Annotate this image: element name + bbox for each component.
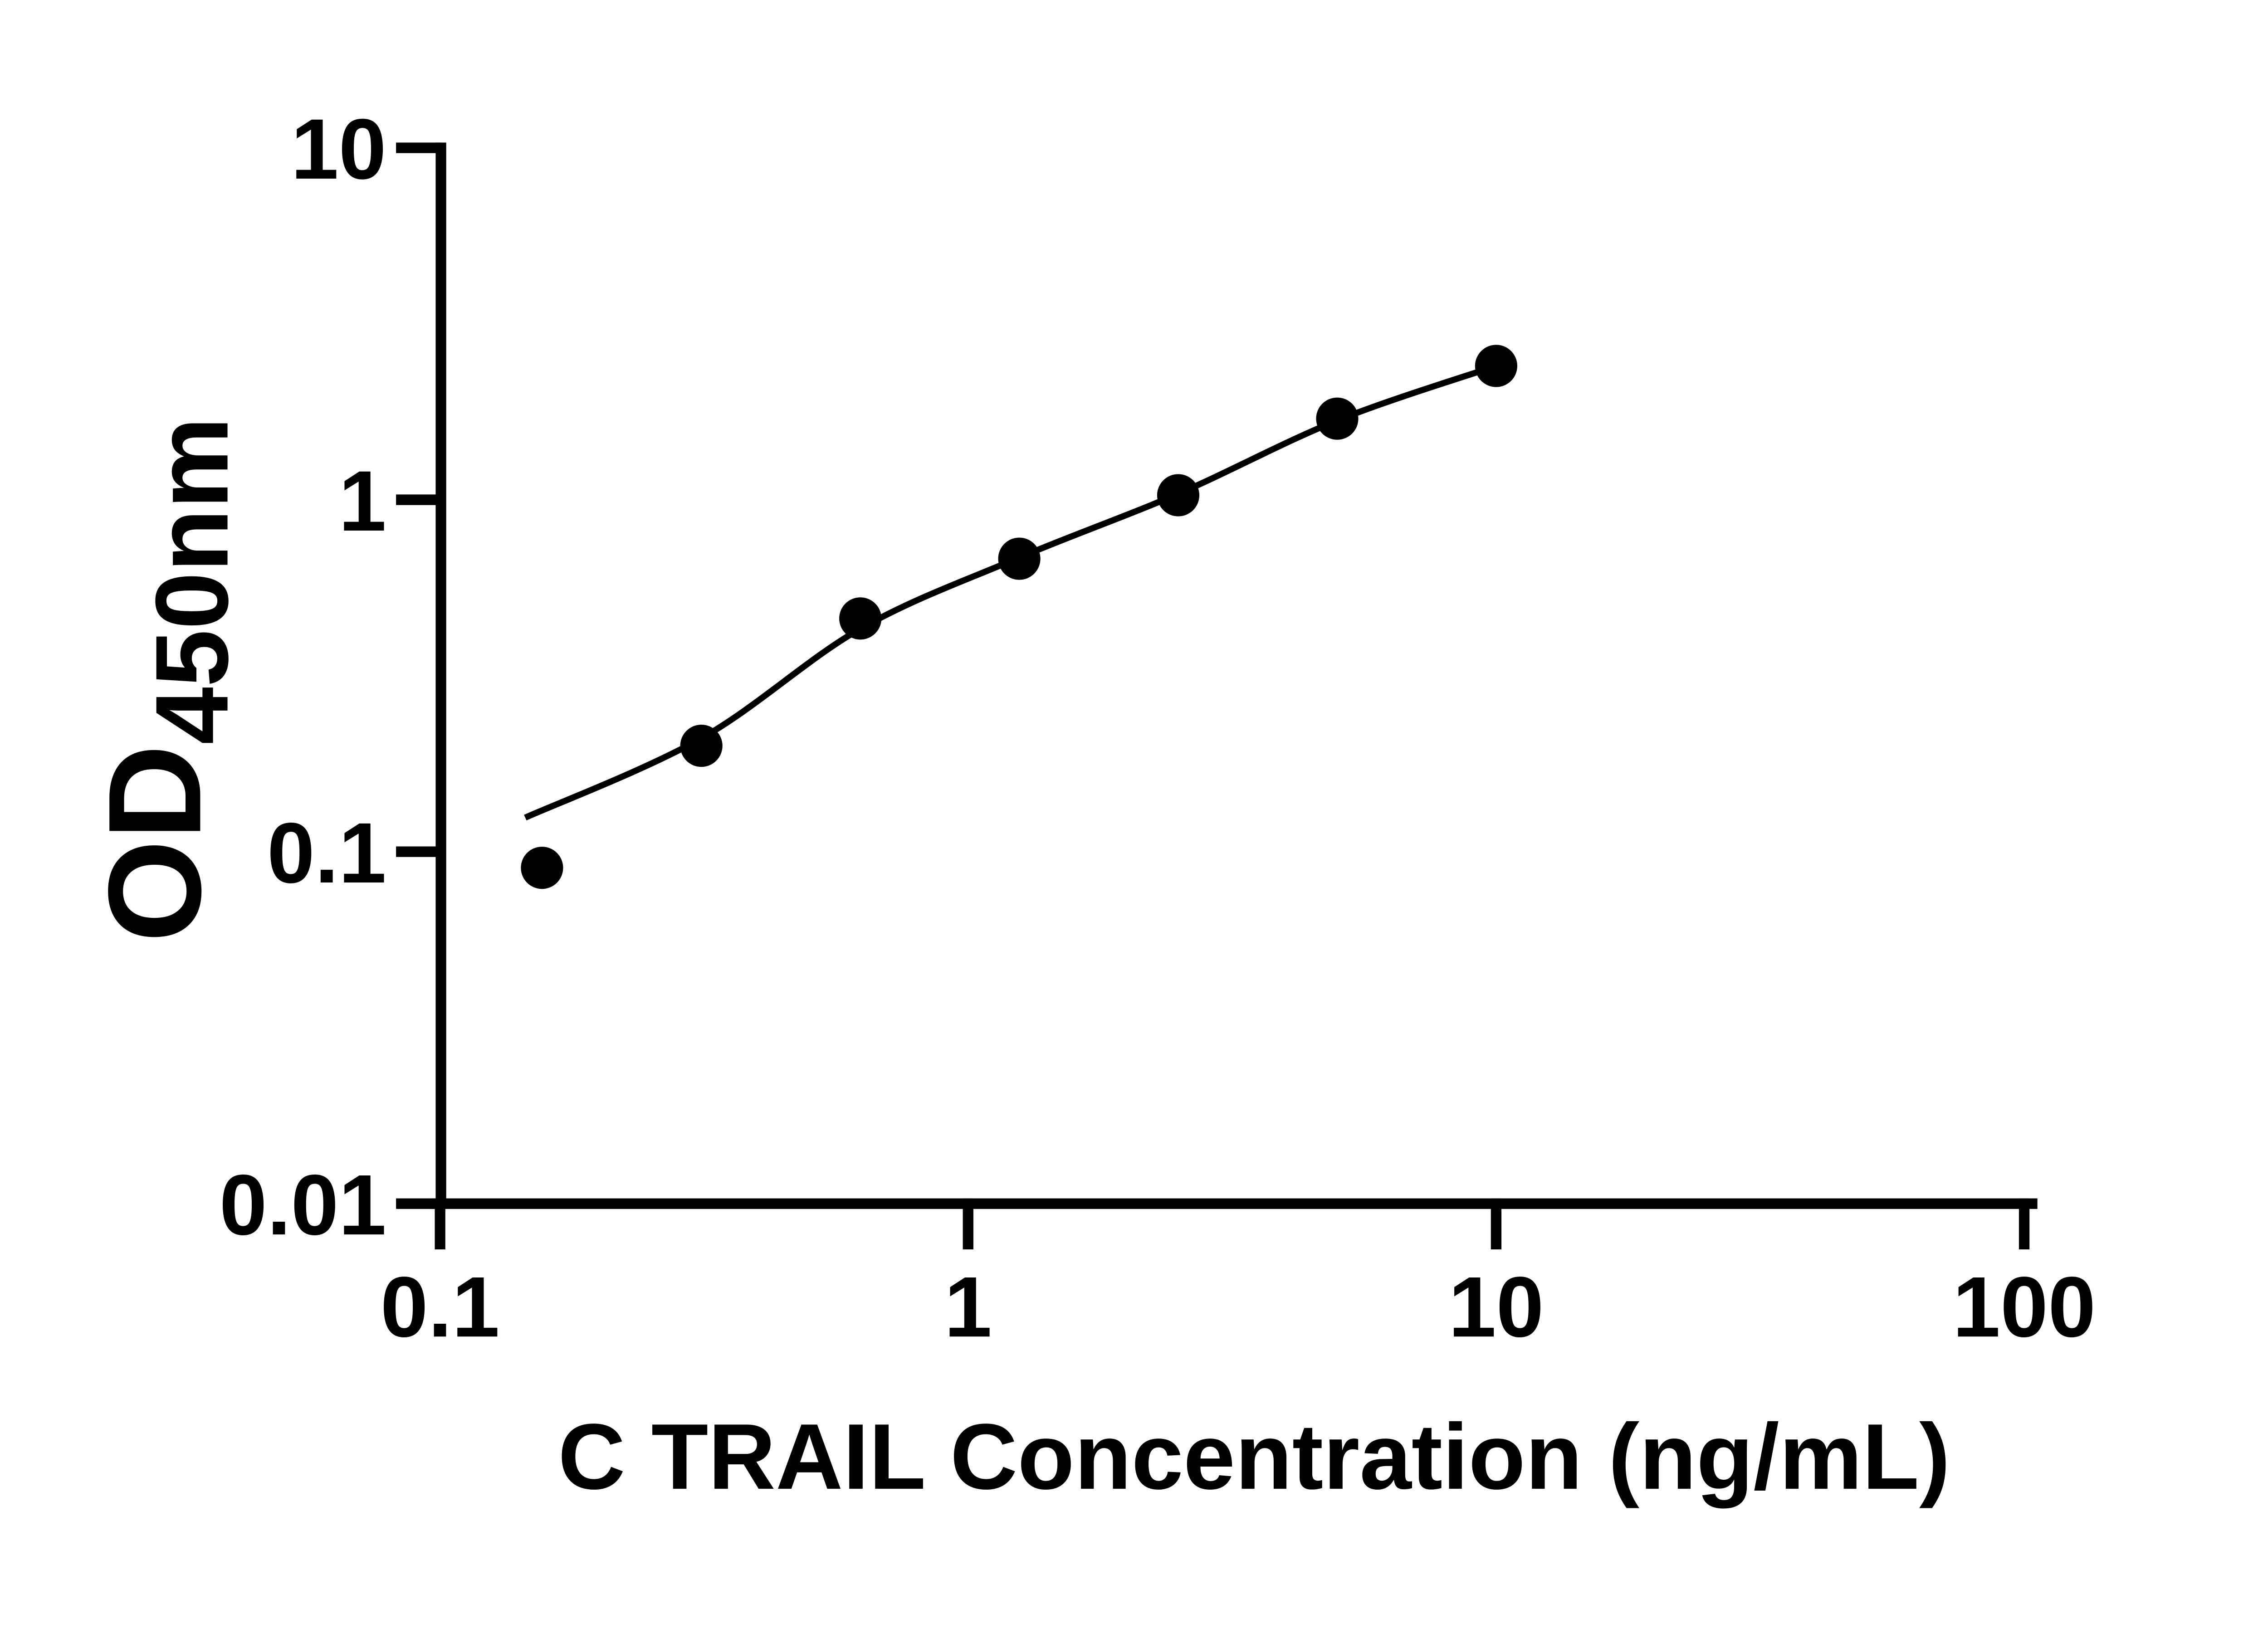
data-point: [998, 537, 1041, 580]
x-tick-label: 1: [944, 1259, 992, 1355]
data-point: [1475, 345, 1517, 387]
y-tick-label: 10: [291, 102, 386, 197]
y-tick-label: 1: [339, 453, 386, 549]
elisa-standard-curve-figure: 0.01 0.1 1 10 0.1 1 10 100 C TRAIL Concentratio…: [81, 101, 2096, 1509]
y-axis-title: OD450nm: [81, 417, 249, 942]
data-point: [1157, 474, 1200, 517]
data-point: [1316, 397, 1359, 440]
x-tick-label: 10: [1448, 1259, 1544, 1355]
data-points-layer: [521, 345, 1517, 889]
x-tick-label: 0.1: [381, 1259, 500, 1355]
x-tick-label: 100: [1953, 1259, 2096, 1355]
y-axis-title-subscript: 450nm: [135, 417, 250, 744]
y-axis-title-main: OD: [81, 745, 228, 943]
x-axis-title: C TRAIL Concentration (ng/mL): [558, 1404, 1950, 1509]
data-point: [839, 597, 882, 640]
data-point: [680, 724, 723, 767]
axis-labels-layer: C TRAIL Concentration (ng/mL) OD450nm: [81, 417, 1950, 1508]
y-tick-label: 0.1: [267, 805, 386, 901]
data-point: [521, 847, 563, 889]
y-tick-label: 0.01: [220, 1157, 386, 1253]
